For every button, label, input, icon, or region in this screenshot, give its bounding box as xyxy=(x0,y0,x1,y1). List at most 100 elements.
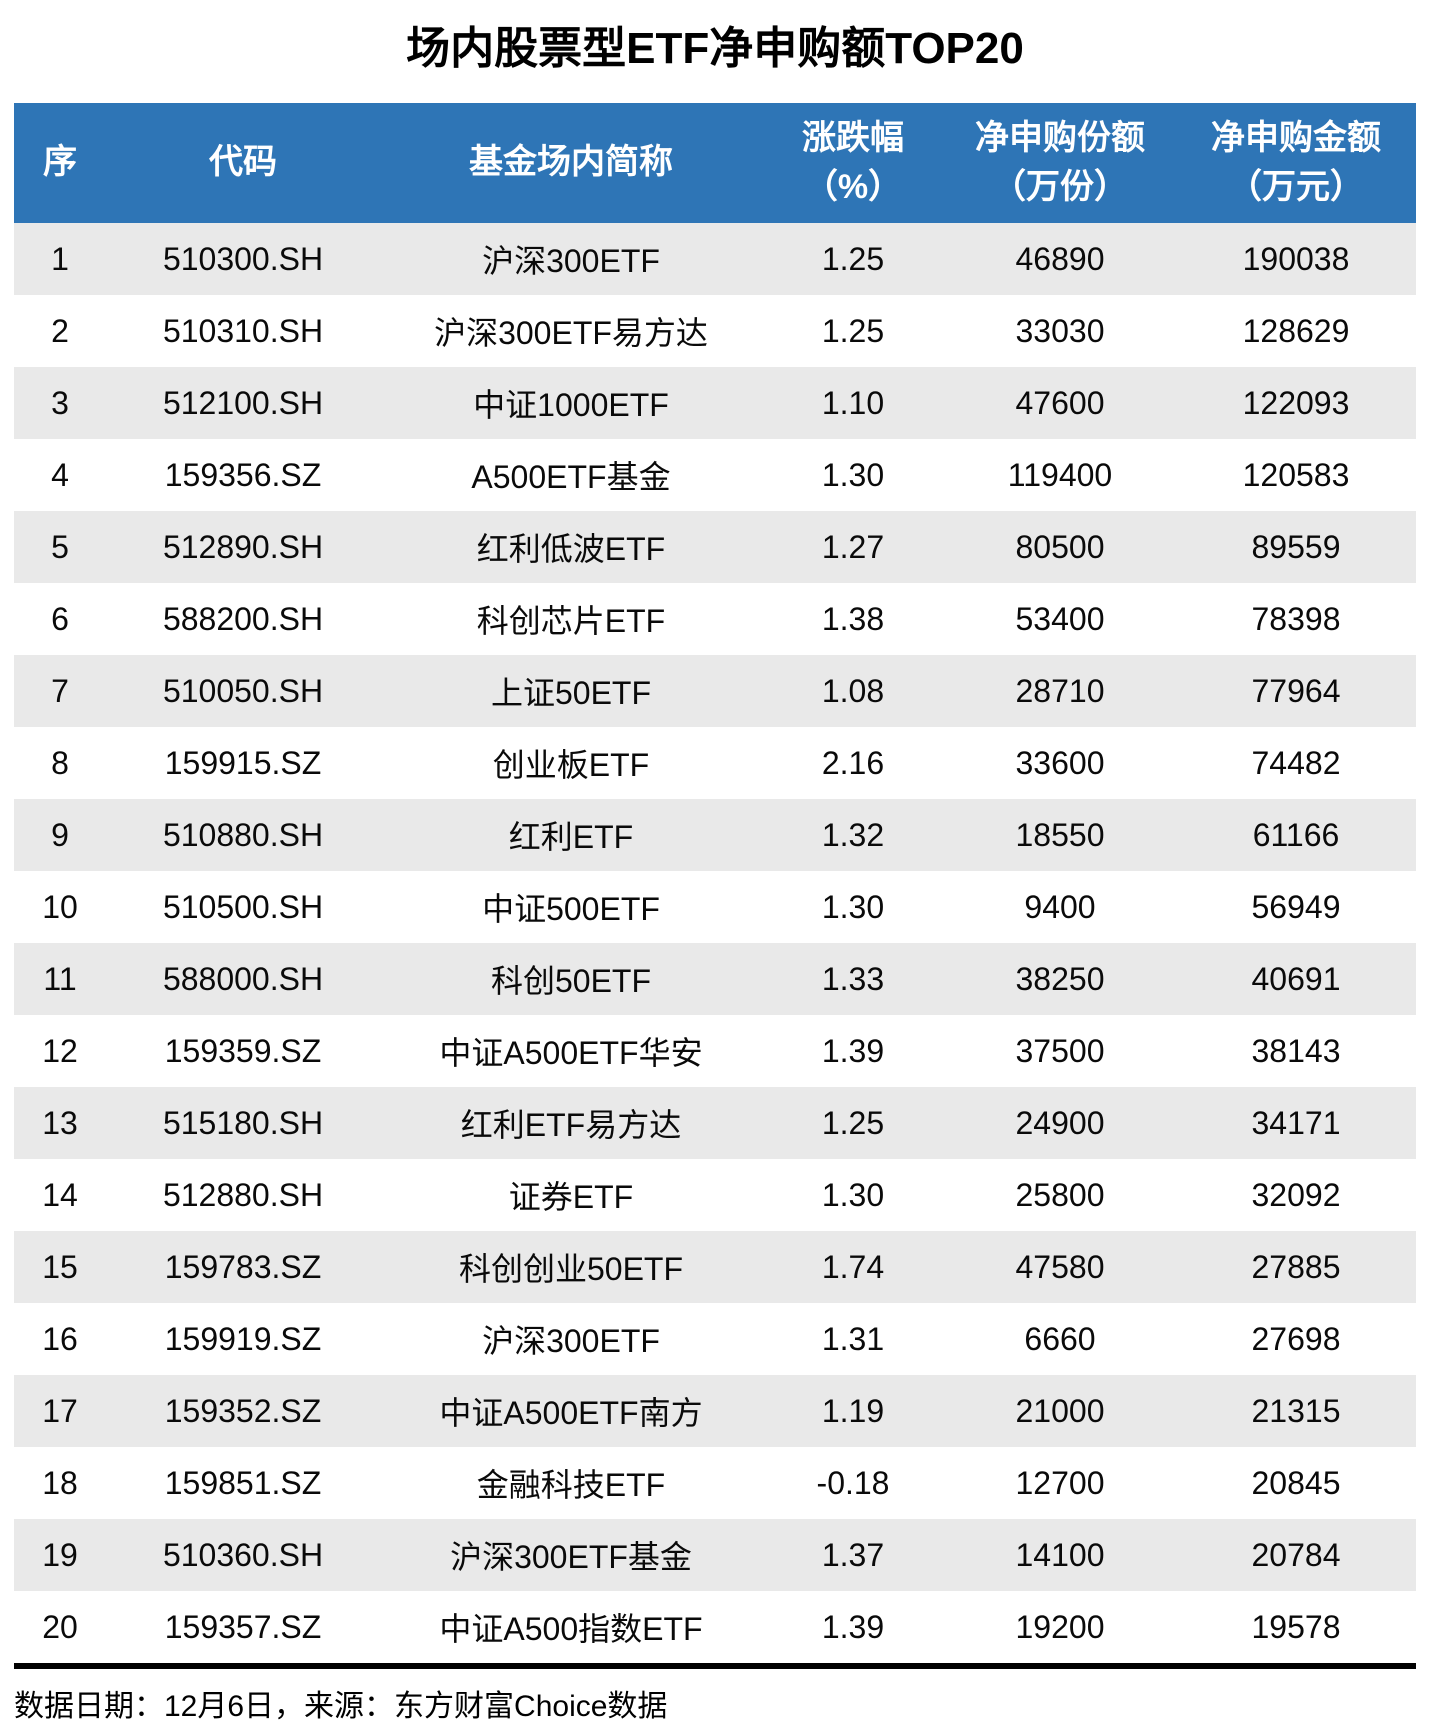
cell-rank: 9 xyxy=(51,816,69,853)
cell-shares: 33030 xyxy=(1015,312,1105,349)
cell-name: 中证A500指数ETF xyxy=(439,1611,703,1647)
cell-code: 159783.SZ xyxy=(164,1248,322,1285)
cell-change: 1.27 xyxy=(821,528,885,565)
table-row: 16 159919.SZ 沪深300ETF 1.31 6660 27698 xyxy=(14,1303,1416,1375)
footer-divider-line xyxy=(14,1663,1416,1669)
cell-name: 红利低波ETF xyxy=(476,531,666,567)
cell-shares: 119400 xyxy=(1007,456,1113,493)
cell-shares: 24900 xyxy=(1015,1104,1105,1141)
cell-shares: 47600 xyxy=(1015,384,1105,421)
cell-name: 中证1000ETF xyxy=(473,387,669,423)
cell-name: 沪深300ETF xyxy=(482,243,660,279)
cell-name: 证券ETF xyxy=(508,1179,634,1215)
cell-amount: 77964 xyxy=(1251,672,1341,709)
cell-change: 1.30 xyxy=(821,888,885,925)
cell-rank: 4 xyxy=(51,456,69,493)
cell-shares: 80500 xyxy=(1015,528,1105,565)
column-header-shares: 净申购份额 （万份） xyxy=(944,103,1176,223)
table-row: 10 510500.SH 中证500ETF 1.30 9400 56949 xyxy=(14,871,1416,943)
cell-name: 科创创业50ETF xyxy=(458,1251,684,1287)
cell-rank: 5 xyxy=(51,528,69,565)
cell-name: 金融科技ETF xyxy=(476,1467,666,1503)
table-row: 15 159783.SZ 科创创业50ETF 1.74 47580 27885 xyxy=(14,1231,1416,1303)
cell-rank: 17 xyxy=(42,1392,78,1429)
cell-name: 中证500ETF xyxy=(482,891,660,927)
table-header: 序代码 基金场内简称 涨跌幅 （%） 净申购份额 （万份） 净申购金额 （万元） xyxy=(14,103,1416,223)
cell-change: 2.16 xyxy=(821,744,885,781)
cell-shares: 12700 xyxy=(1015,1464,1105,1501)
cell-amount: 74482 xyxy=(1251,744,1341,781)
cell-shares: 21000 xyxy=(1015,1392,1105,1429)
page-title: 场内股票型ETF净申购额TOP20 xyxy=(406,24,1024,73)
cell-change: 1.74 xyxy=(821,1248,885,1285)
cell-code: 159356.SZ xyxy=(164,456,322,493)
cell-name: 科创50ETF xyxy=(490,963,652,999)
cell-rank: 6 xyxy=(51,600,69,637)
cell-shares: 14100 xyxy=(1015,1536,1105,1573)
cell-rank: 1 xyxy=(51,240,69,277)
cell-shares: 53400 xyxy=(1015,600,1105,637)
cell-change: 1.25 xyxy=(821,240,885,277)
cell-amount: 40691 xyxy=(1251,960,1341,997)
column-header-rank: 序 xyxy=(14,103,106,223)
cell-change: 1.30 xyxy=(821,456,885,493)
cell-code: 512100.SH xyxy=(162,384,324,421)
cell-rank: 3 xyxy=(51,384,69,421)
cell-shares: 9400 xyxy=(1024,888,1096,925)
cell-code: 515180.SH xyxy=(162,1104,324,1141)
table-row: 14 512880.SH 证券ETF 1.30 25800 32092 xyxy=(14,1159,1416,1231)
column-header-change: 涨跌幅 （%） xyxy=(762,103,944,223)
column-header-code: 代码 xyxy=(106,103,380,223)
table-row: 8 159915.SZ 创业板ETF 2.16 33600 74482 xyxy=(14,727,1416,799)
cell-code: 510310.SH xyxy=(162,312,324,349)
cell-amount: 56949 xyxy=(1251,888,1341,925)
cell-rank: 2 xyxy=(51,312,69,349)
cell-code: 159851.SZ xyxy=(164,1464,322,1501)
cell-shares: 37500 xyxy=(1015,1032,1105,1069)
cell-name: 科创芯片ETF xyxy=(476,603,666,639)
cell-shares: 18550 xyxy=(1015,816,1105,853)
column-header-name: 基金场内简称 xyxy=(380,103,762,223)
cell-shares: 6660 xyxy=(1024,1320,1096,1357)
cell-change: 1.38 xyxy=(821,600,885,637)
table-body: 1 510300.SH 沪深300ETF 1.25 46890 190038 2 510310… xyxy=(14,223,1416,1663)
cell-code: 510500.SH xyxy=(162,888,324,925)
cell-amount: 89559 xyxy=(1251,528,1341,565)
cell-shares: 28710 xyxy=(1015,672,1105,709)
data-source-note: 数据日期：12月6日，来源：东方财富Choice数据 xyxy=(14,1690,668,1720)
table-row: 20 159357.SZ 中证A500指数ETF 1.39 19200 19578 xyxy=(14,1591,1416,1663)
cell-code: 512880.SH xyxy=(162,1176,324,1213)
cell-amount: 27885 xyxy=(1251,1248,1341,1285)
cell-change: 1.32 xyxy=(821,816,885,853)
cell-amount: 21315 xyxy=(1251,1392,1341,1429)
cell-shares: 19200 xyxy=(1015,1608,1105,1645)
cell-change: -0.18 xyxy=(816,1464,890,1501)
table-row: 2 510310.SH 沪深300ETF易方达 1.25 33030 128629 xyxy=(14,295,1416,367)
cell-rank: 7 xyxy=(51,672,69,709)
cell-change: 1.33 xyxy=(821,960,885,997)
cell-code: 512890.SH xyxy=(162,528,324,565)
cell-change: 1.30 xyxy=(821,1176,885,1213)
cell-name: 上证50ETF xyxy=(490,675,652,711)
table-row: 9 510880.SH 红利ETF 1.32 18550 61166 xyxy=(14,799,1416,871)
table-row: 3 512100.SH 中证1000ETF 1.10 47600 122093 xyxy=(14,367,1416,439)
cell-name: 沪深300ETF基金 xyxy=(450,1539,692,1575)
cell-amount: 20845 xyxy=(1251,1464,1341,1501)
column-header-amount: 净申购金额 （万元） xyxy=(1176,103,1416,223)
cell-rank: 13 xyxy=(42,1104,78,1141)
cell-name: 红利ETF易方达 xyxy=(460,1107,682,1143)
cell-name: 沪深300ETF xyxy=(482,1323,660,1359)
table-row: 12 159359.SZ 中证A500ETF华安 1.39 37500 38143 xyxy=(14,1015,1416,1087)
cell-change: 1.25 xyxy=(821,1104,885,1141)
table-header-row: 序代码 基金场内简称 涨跌幅 （%） 净申购份额 （万份） 净申购金额 （万元） xyxy=(14,103,1416,223)
cell-name: 中证A500ETF南方 xyxy=(439,1395,703,1431)
cell-amount: 120583 xyxy=(1242,456,1350,493)
cell-rank: 15 xyxy=(42,1248,78,1285)
table-row: 19 510360.SH 沪深300ETF基金 1.37 14100 20784 xyxy=(14,1519,1416,1591)
table-row: 4 159356.SZ A500ETF基金 1.30 119400 120583 xyxy=(14,439,1416,511)
cell-amount: 32092 xyxy=(1251,1176,1341,1213)
cell-change: 1.37 xyxy=(821,1536,885,1573)
cell-change: 1.08 xyxy=(821,672,885,709)
cell-rank: 14 xyxy=(42,1176,78,1213)
